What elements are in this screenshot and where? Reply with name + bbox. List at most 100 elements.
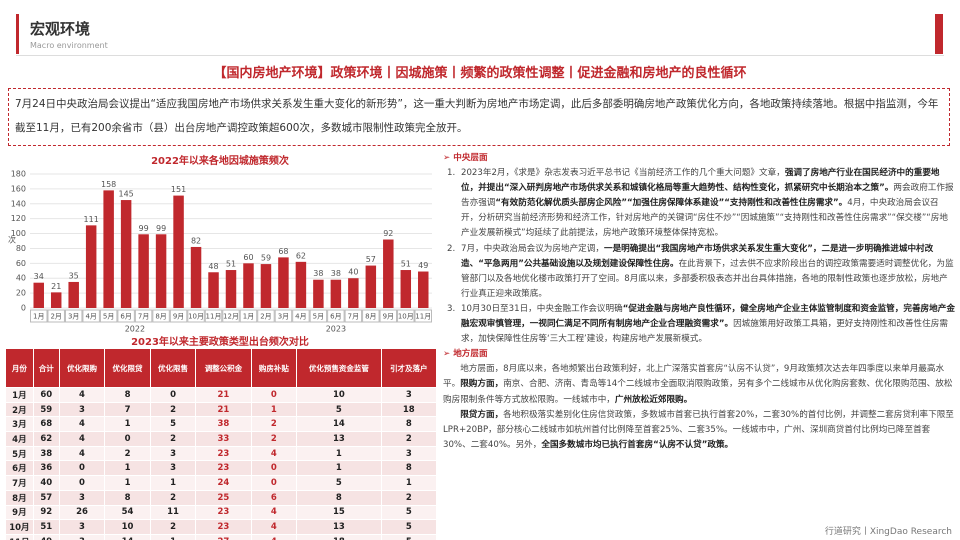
table-cell: 1 [104, 475, 151, 491]
item-text: 7月，中央政治局会议为房地产定调，一是明确提出“我国房地产市场供求关系发生重大变… [461, 242, 955, 302]
table-cell: 24 [195, 475, 252, 491]
text-run: 2023年2月，《求是》杂志发表习近平总书记《当前经济工作的几个重大问题》文章， [461, 168, 785, 179]
table-cell: 4月 [5, 431, 34, 447]
value-label: 145 [118, 190, 133, 199]
summary: 7月24日中央政治局会议提出“适应我国房地产市场供求关系发生重大变化的新形势”，… [8, 88, 950, 146]
table-cell: 57 [32, 489, 60, 506]
category-box [30, 309, 48, 323]
table-row: 2月 59 3 7 2 21 1 5 18 [5, 401, 438, 418]
y-axis-label: 次 [8, 235, 16, 245]
category-box [169, 309, 188, 323]
value-label: 60 [243, 253, 253, 262]
table: 月份 合计 优化限购 优化限贷 优化限售 调整公积金 购房补贴 优化预售资金监管 引才及落户 1月… [5, 348, 438, 540]
column-header: 购房补贴 [250, 348, 298, 388]
table-cell: 2 [250, 416, 298, 433]
table-cell: 4 [58, 387, 106, 403]
text-run: 在此背景下，过去供不应求阶段出台的调控政策需要适时调整优化，为监管部门以及各地优… [461, 258, 954, 299]
x-tick-label: 8月 [365, 313, 376, 321]
column-header: 月份 [5, 348, 34, 388]
table-cell: 6 [250, 489, 298, 506]
table-cell: 3 [58, 489, 106, 506]
bar [85, 225, 97, 308]
bar [120, 200, 132, 308]
chart: 2022年以来各地因城施策频次 次 0 20 40 60 80 100 120 140 160 1… [8, 154, 432, 334]
table-cell: 62 [32, 431, 60, 447]
column-header: 合计 [32, 348, 60, 388]
column-header: 优化限购 [58, 348, 106, 388]
table-cell: 10 [296, 387, 382, 403]
table-cell: 8 [380, 416, 438, 433]
page-subtitle: Macro environment [30, 41, 108, 50]
column-header: 优化预售资金监管 [296, 348, 382, 388]
table-cell: 38 [32, 445, 60, 462]
x-tick-label: 2月 [50, 313, 61, 321]
bar [103, 190, 114, 308]
table-cell: 5月 [5, 445, 34, 462]
table-cell: 10 [104, 519, 151, 535]
list-item: 1. 2023年2月，《求是》杂志发表习近平总书记《当前经济工作的几个重大问题》文… [447, 166, 955, 241]
table-cell: 3 [149, 460, 197, 477]
category-box [99, 309, 118, 323]
text-run: 全国多数城市均已执行首套房“认房不认贷”政策。 [541, 439, 734, 450]
table-cell: 14 [296, 416, 382, 433]
page-title: 宏观环境 [30, 20, 91, 38]
footer: 行道研究丨XingDao Research [824, 527, 952, 537]
category-box [414, 309, 432, 323]
table-cell: 2 [250, 431, 298, 447]
value-label: 38 [331, 269, 341, 278]
table-cell: 4 [250, 519, 298, 535]
y-tick-label: 60 [16, 259, 26, 268]
item-text: 10月30日至31日，中央金融工作会议明确“促进金融与房地产良性循环，健全房地产… [461, 302, 955, 347]
list-item: 3. 10月30日至31日，中央金融工作会议明确“促进金融与房地产良性循环，健全房… [447, 302, 955, 347]
table-cell: 0 [149, 387, 197, 403]
item-text: 2023年2月，《求是》杂志发表习近平总书记《当前经济工作的几个重大问题》文章，… [461, 166, 955, 241]
text-run: 地方层面，8月底以来，各地频繁出台政策利好，北上广深落实首套房“认房不认贷”，9… [443, 364, 945, 390]
paragraph: 限贷方面，各地积极落实差别化住房信贷政策，多数城市首套已执行首套20%，二套30… [443, 408, 955, 453]
table-cell: 1 [149, 533, 197, 540]
table-cell: 0 [250, 387, 298, 403]
value-label: 49 [418, 261, 428, 270]
category-box [362, 309, 380, 323]
value-label: 68 [278, 247, 288, 256]
table-cell: 11 [149, 504, 197, 521]
table-cell: 13 [296, 431, 382, 447]
y-tick-label: 100 [11, 229, 26, 238]
value-label: 21 [51, 282, 61, 291]
text-run: 各地积极落实差别化住房信贷政策，多数城市首套已执行首套20%，二套30%的首付比… [443, 409, 954, 450]
table-row: 11月493141274185 [5, 533, 438, 540]
x-tick-label: 6月 [120, 313, 131, 321]
bar [155, 234, 167, 308]
table-cell: 0 [58, 475, 106, 491]
value-label: 48 [208, 262, 218, 271]
table-cell: 5 [380, 533, 438, 540]
group-label: 2022 [125, 325, 145, 334]
table-cell: 8 [380, 460, 438, 477]
table-cell: 2 [380, 431, 438, 447]
bar [225, 270, 237, 308]
category-box [327, 309, 345, 323]
table-cell: 21 [195, 387, 252, 403]
y-tick-label: 160 [11, 184, 26, 193]
y-tick-label: 140 [11, 199, 26, 208]
category-box [344, 309, 363, 323]
text-run: 10月30日至31日，中央金融工作会议明确 [461, 303, 623, 314]
bar [33, 282, 44, 308]
text-run: 7月，中央政治局会议为房地产定调， [461, 243, 604, 254]
x-tick-label: 3月 [278, 313, 289, 321]
item-number: 2. [447, 243, 456, 254]
category-box [222, 309, 240, 323]
value-label: 35 [69, 271, 79, 280]
category-box [204, 309, 223, 323]
bar [173, 195, 184, 308]
table-cell: 4 [250, 504, 298, 521]
policy-text: ➢ 中央层面 1. 2023年2月，《求是》杂志发表习近平总书记《当前经济工作的几个… [443, 151, 955, 453]
text-run: 广州放松近郊限购。 [614, 394, 693, 405]
table-cell: 59 [32, 401, 60, 418]
table-cell: 3 [58, 401, 106, 418]
table-cell: 23 [195, 445, 252, 462]
text-run: 两会政府工作报告亦强调 [461, 183, 954, 209]
category-box [292, 309, 310, 323]
table-cell: 92 [32, 504, 60, 521]
table-cell: 1 [250, 401, 298, 418]
value-label: 151 [171, 185, 186, 194]
